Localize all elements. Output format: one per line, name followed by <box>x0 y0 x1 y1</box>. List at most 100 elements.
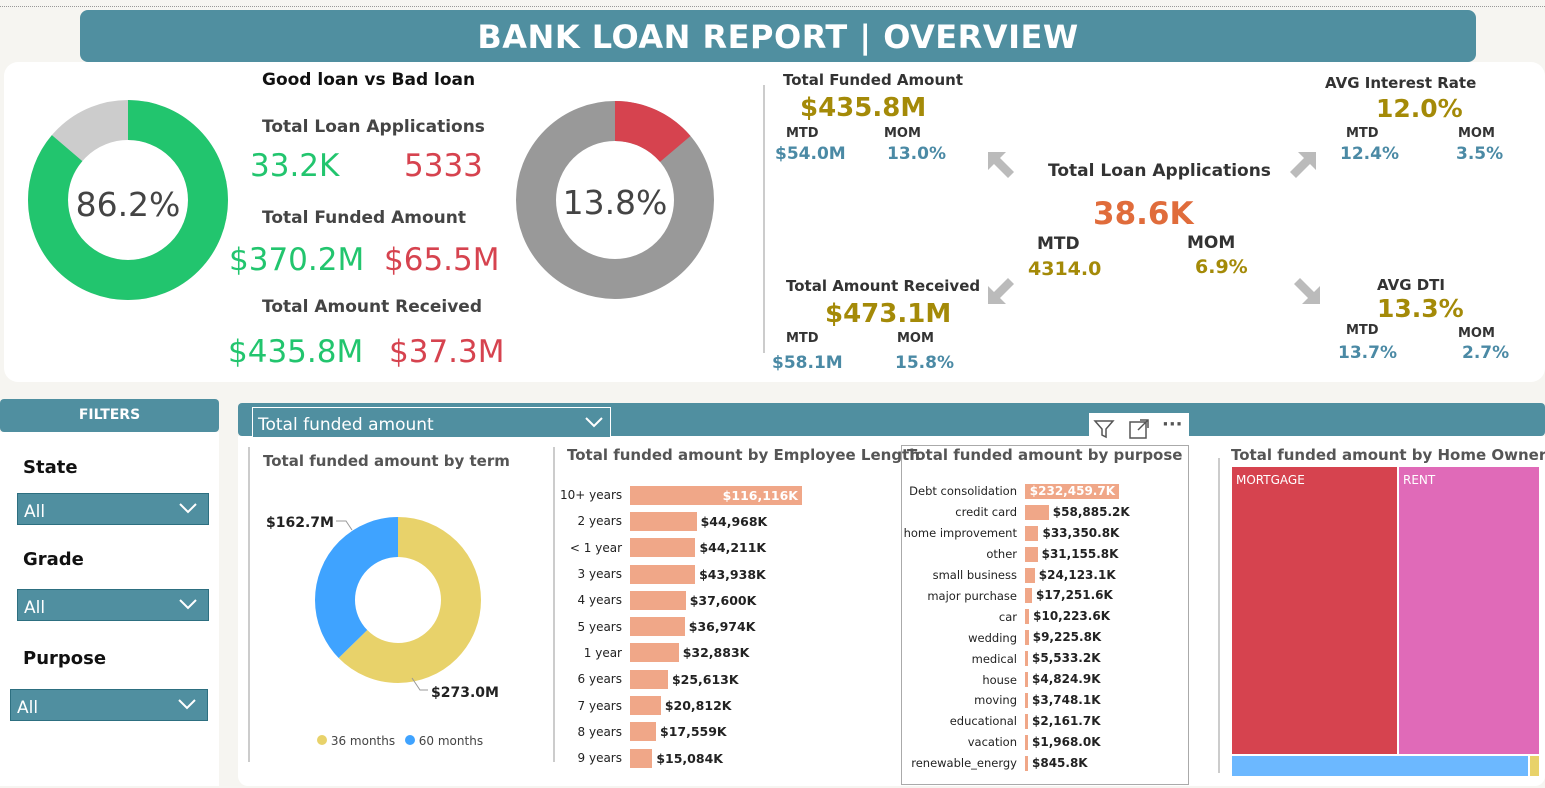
treemap-other[interactable] <box>1530 756 1539 776</box>
bar[interactable] <box>1025 713 1028 729</box>
bar-value: $20,812K <box>664 698 732 714</box>
bar-row[interactable]: 3 years $43,938K <box>560 561 900 587</box>
kpi-dti-value: 13.3% <box>1377 294 1464 323</box>
bar-label: vacation <box>967 735 1017 750</box>
bar[interactable] <box>1025 672 1028 688</box>
bar-value: $1,968.0K <box>1032 734 1101 749</box>
kpi-applications-mtd: 4314.0 <box>1028 258 1102 280</box>
bar[interactable] <box>1025 546 1038 562</box>
kpi-funded-title: Total Funded Amount <box>783 71 963 89</box>
bar-value: $43,938K <box>699 566 766 582</box>
good-loan-donut[interactable] <box>28 100 228 300</box>
kpi-funded-mtd-label: MTD <box>786 126 819 141</box>
bar[interactable] <box>630 511 697 531</box>
kpi-received-mom: 15.8% <box>895 353 954 373</box>
bar-row[interactable]: < 1 year $44,211K <box>560 535 900 561</box>
term-donut-chart[interactable] <box>260 500 540 710</box>
bar[interactable] <box>630 722 656 742</box>
more-options-icon[interactable]: ··· <box>1162 414 1183 435</box>
treemap-own[interactable] <box>1232 756 1528 776</box>
bar[interactable] <box>630 590 686 610</box>
bar-value: $44,968K <box>700 513 768 529</box>
kpi-panel <box>4 62 1545 382</box>
bar-row[interactable]: house $4,824.9K <box>902 669 1188 690</box>
state-label: State <box>23 457 78 478</box>
bar-row[interactable]: other $31,155.8K <box>902 544 1188 565</box>
bar-row[interactable]: 7 years $20,812K <box>560 692 900 718</box>
focus-mode-icon[interactable] <box>1128 418 1150 440</box>
bar[interactable] <box>1025 504 1049 520</box>
bar[interactable] <box>630 643 679 663</box>
bar-row[interactable]: 8 years $17,559K <box>560 719 900 745</box>
bar-value: $4,824.9K <box>1032 672 1101 687</box>
filter-icon[interactable] <box>1093 418 1115 440</box>
bar-value: $232,459.7K <box>1029 483 1115 498</box>
bad-applications: 5333 <box>404 148 483 184</box>
bar-value: $5,533.2K <box>1032 651 1101 666</box>
kpi-interest-mtd-label: MTD <box>1346 126 1379 141</box>
bar-row[interactable]: 1 year $32,883K <box>560 640 900 666</box>
term-slice-60-months[interactable] <box>315 517 481 683</box>
bar[interactable] <box>1025 630 1029 646</box>
purpose-label: Purpose <box>23 648 107 669</box>
bar-value: $15,084K <box>656 750 723 766</box>
bar[interactable] <box>1025 734 1028 750</box>
bar-row[interactable]: renewable_energy $845.8K <box>902 753 1188 774</box>
bar[interactable] <box>630 564 696 584</box>
legend-36: 36 months <box>330 734 396 748</box>
bar-row[interactable]: car $10,223.6K <box>902 606 1188 627</box>
bar-row[interactable]: educational $2,161.7K <box>902 711 1188 732</box>
bar-row[interactable]: small business $24,123.1K <box>902 565 1188 586</box>
bar-label: 8 years <box>577 724 622 739</box>
bad-loan-donut[interactable] <box>515 100 715 300</box>
bar-row[interactable]: 5 years $36,974K <box>560 614 900 640</box>
bar[interactable] <box>1025 483 1119 499</box>
bar[interactable] <box>1025 651 1028 667</box>
bar-row[interactable]: 9 years $15,084K <box>560 745 900 771</box>
kpi-received-mom-label: MOM <box>897 331 934 346</box>
kpi-applications-title: Total Loan Applications <box>1048 161 1271 181</box>
bar-row[interactable]: Debt consolidation $232,459.7K <box>902 481 1188 502</box>
bar-row[interactable]: 2 years $44,968K <box>560 508 900 534</box>
grade-dropdown[interactable]: All <box>17 589 209 621</box>
bar[interactable] <box>630 538 696 558</box>
bar[interactable] <box>630 696 661 716</box>
bar-label: 5 years <box>577 619 622 634</box>
bar[interactable] <box>630 485 802 505</box>
bar-row[interactable]: credit card $58,885.2K <box>902 502 1188 523</box>
good-funded: $370.2M <box>229 242 365 278</box>
bar-label: 3 years <box>577 567 622 582</box>
treemap-rent-label: RENT <box>1403 473 1436 487</box>
bar-value: $31,155.8K <box>1041 546 1119 561</box>
grade-label: Grade <box>23 549 84 570</box>
bar-row[interactable]: 6 years $25,613K <box>560 666 900 692</box>
bar-row[interactable]: vacation $1,968.0K <box>902 732 1188 753</box>
bar[interactable] <box>630 748 653 768</box>
bar-row[interactable]: wedding $9,225.8K <box>902 627 1188 648</box>
bar[interactable] <box>1025 692 1028 708</box>
bar[interactable] <box>1025 525 1039 541</box>
chevron-down-icon <box>585 417 603 428</box>
bar[interactable] <box>630 617 685 637</box>
bar[interactable] <box>630 669 668 689</box>
state-dropdown[interactable]: All <box>17 493 209 525</box>
bar[interactable] <box>1025 609 1030 625</box>
bar[interactable] <box>1025 588 1032 604</box>
chart-divider <box>248 447 250 762</box>
bar-row[interactable]: moving $3,748.1K <box>902 690 1188 711</box>
bar-label: 1 year <box>583 645 622 660</box>
kpi-received-mtd: $58.1M <box>772 353 843 373</box>
bar-value: $17,251.6K <box>1035 588 1113 603</box>
treemap-mortgage[interactable]: MORTGAGE <box>1232 467 1397 754</box>
bar-row[interactable]: 10+ years $116,116K <box>560 482 900 508</box>
bar-row[interactable]: home improvement $33,350.8K <box>902 523 1188 544</box>
bar[interactable] <box>1025 755 1028 771</box>
bar-row[interactable]: major purchase $17,251.6K <box>902 586 1188 607</box>
bar-row[interactable]: medical $5,533.2K <box>902 648 1188 669</box>
purpose-dropdown[interactable]: All <box>10 689 208 721</box>
treemap-rent[interactable]: RENT <box>1399 467 1539 754</box>
bar-label: 2 years <box>577 514 622 529</box>
measure-dropdown[interactable]: Total funded amount <box>252 407 611 438</box>
bar[interactable] <box>1025 567 1035 583</box>
bar-row[interactable]: 4 years $37,600K <box>560 587 900 613</box>
